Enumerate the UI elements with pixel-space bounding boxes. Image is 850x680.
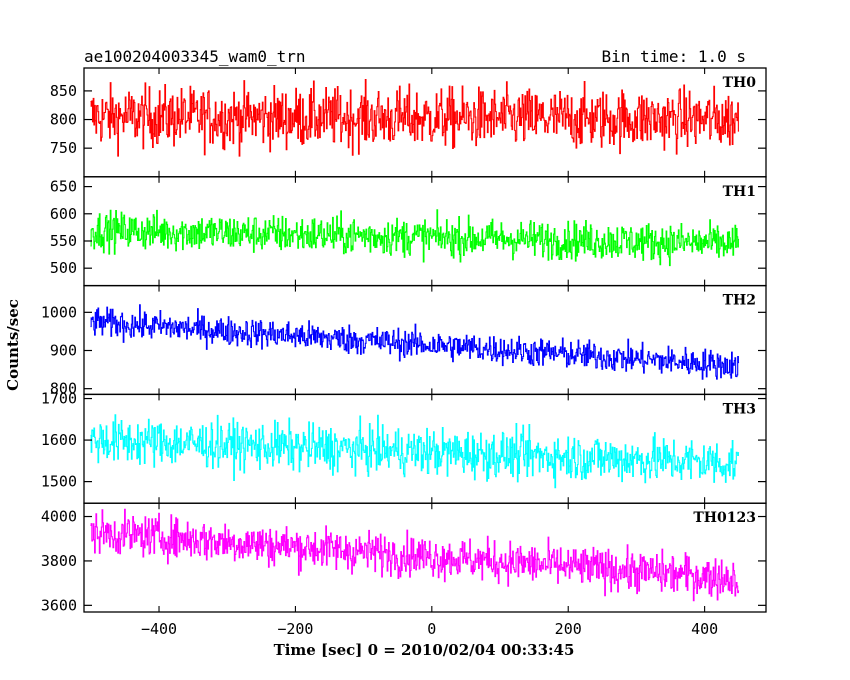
panel-frame [83,502,767,613]
series-line-th1 [90,209,740,267]
y-axis-label: Counts/sec [4,299,22,391]
panel-label-th1: TH1 [723,184,756,200]
y-tick-label: 550 [50,232,77,250]
series-line-th2 [90,304,740,380]
x-tick-label: −400 [141,620,177,638]
y-tick-label: 600 [50,205,77,223]
y-tick-label: 800 [50,111,77,129]
panel-th2: 800 900 1000 TH2 [41,284,767,398]
x-tick-label: 0 [427,620,436,638]
y-tick-label: 1700 [41,390,77,408]
y-tick-label: 1500 [41,473,77,491]
y-tick-label: 650 [50,178,77,196]
y-tick-label: 800 [50,380,77,398]
y-tick-label: 3800 [41,552,77,570]
panel-label-th0: TH0 [723,75,757,91]
panel-frame [83,284,767,396]
panel-label-th2: TH2 [723,293,756,309]
series-line-th3 [90,414,740,489]
panels-group: 750 800 850 TH0 500 550 600 650 TH1 800 900 1000 TH2… [41,67,767,614]
y-tick-label: 1000 [41,303,77,321]
x-tick-label: −200 [277,620,313,638]
bin-time-label: Bin time: 1.0 s [602,47,747,66]
y-tick-label: 750 [50,139,77,157]
panel-label-th0123: TH0123 [693,510,756,526]
y-tick-label: 1600 [41,431,77,449]
x-axis-label: Time [sec] 0 = 2010/02/04 00:33:45 [274,641,575,659]
panel-th3: 1500 1600 1700 TH3 [41,390,767,504]
series-line-th0 [90,79,740,157]
x-tick-label: 400 [691,620,718,638]
panel-th0123: 3600 3800 4000 TH0123 [41,502,767,614]
x-tick-label: 200 [555,620,582,638]
x-axis: −400 −200 0 200 400 [141,620,718,638]
series-line-th0123 [90,508,740,602]
panel-th0: 750 800 850 TH0 [50,67,767,178]
chart-title: ae100204003345_wam0_trn [84,47,306,66]
panel-label-th3: TH3 [723,401,756,417]
y-tick-label: 3600 [41,596,77,614]
y-tick-label: 850 [50,82,77,100]
y-tick-label: 900 [50,341,77,359]
panel-th1: 500 550 600 650 TH1 [50,176,767,287]
y-tick-label: 500 [50,259,77,277]
y-tick-label: 4000 [41,508,77,526]
